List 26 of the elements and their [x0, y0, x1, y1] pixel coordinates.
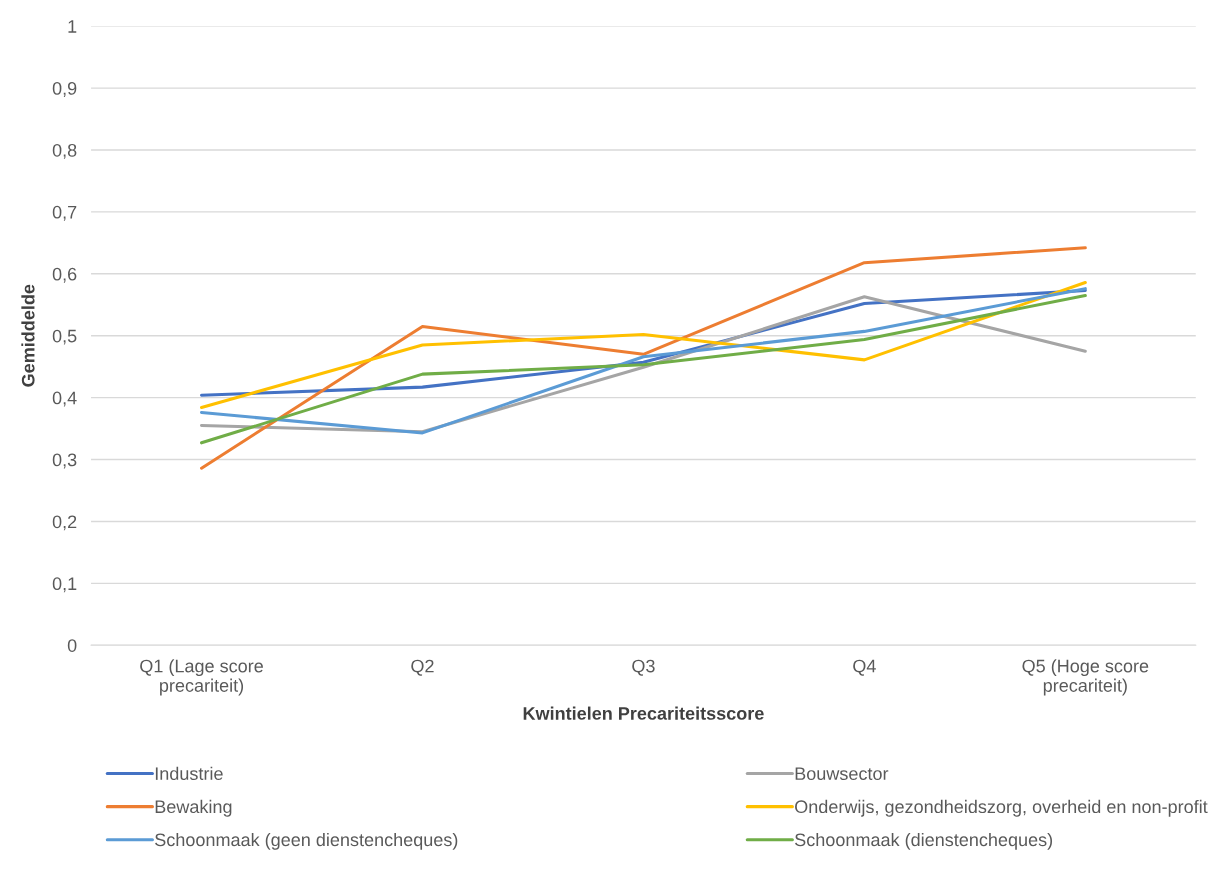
- y-tick-label: 0,4: [52, 391, 77, 407]
- x-axis-title: Kwintielen Precariteitsscore: [523, 706, 764, 720]
- y-tick-label: 0,7: [52, 205, 77, 221]
- y-axis-title: Gemiddelde: [21, 284, 35, 387]
- x-tick-label: Q1 (Lage score precariteit): [140, 659, 263, 696]
- x-tick-label: Q3: [632, 659, 655, 676]
- line-series: [199, 280, 1087, 410]
- legend-label: Onderwijs, gezondheidszorg, overheid en non-profit: [795, 799, 1208, 817]
- legend-label: Bouwsector: [795, 767, 889, 781]
- y-tick-label: 0,8: [52, 143, 77, 159]
- y-tick-label: 0,6: [52, 267, 77, 283]
- y-tick-label: 0: [67, 639, 77, 652]
- y-tick-label: 0,3: [52, 453, 77, 469]
- y-tick-label: 0,2: [52, 515, 77, 531]
- y-tick-label: 0,1: [52, 577, 77, 593]
- legend-label: Schoonmaak (dienstencheques): [795, 832, 1053, 850]
- x-tick-label: Q4: [853, 659, 876, 676]
- legend-label: Schoonmaak (geen dienstencheques): [155, 832, 458, 850]
- x-tick-label: Q5 (Hoge score precariteit): [1022, 659, 1149, 696]
- legend-label: Industrie: [155, 766, 223, 781]
- y-tick-label: 0,9: [52, 82, 77, 97]
- line-series: [199, 246, 1087, 470]
- y-tick-label: 0,5: [52, 329, 77, 345]
- y-tick-label: 1: [68, 20, 77, 33]
- legend-label: Bewaking: [155, 799, 232, 817]
- x-tick-label: Q2: [411, 659, 434, 676]
